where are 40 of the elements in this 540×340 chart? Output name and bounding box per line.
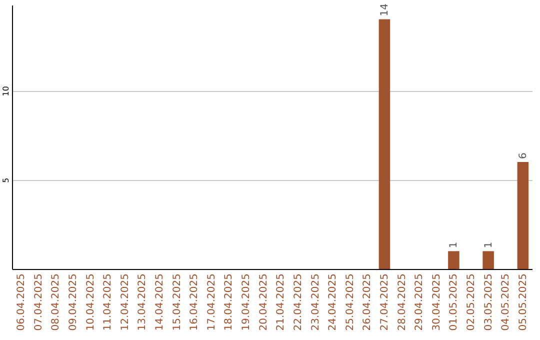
x-tick-label: 26.04.2025: [362, 274, 374, 331]
x-tick-label: 06.04.2025: [16, 274, 28, 331]
bar: [378, 19, 390, 269]
x-tick-label: 28.04.2025: [396, 274, 408, 331]
x-tick-label: 10.04.2025: [85, 274, 96, 331]
data-label: 1: [448, 242, 460, 248]
x-tick-label: 30.04.2025: [431, 274, 442, 331]
x-tick-label: 19.04.2025: [241, 274, 252, 331]
x-tick-label: 08.04.2025: [50, 274, 62, 331]
bar: [517, 162, 529, 269]
x-tick-label: 16.04.2025: [189, 274, 200, 331]
x-tick-label: 20.04.2025: [258, 274, 270, 331]
y-tick-label: 5: [2, 178, 10, 183]
x-tick-label: 13.04.2025: [137, 274, 148, 331]
x-tick-label: 05.05.2025: [518, 274, 529, 331]
x-tick-label: 22.04.2025: [292, 274, 304, 331]
x-tick-label: 12.04.2025: [120, 274, 131, 331]
x-tick-label: 14.04.2025: [154, 274, 166, 331]
x-tick-label: 21.04.2025: [276, 274, 287, 331]
x-tick-label: 15.04.2025: [172, 274, 183, 331]
x-tick-label: 23.04.2025: [310, 274, 322, 331]
bar: [482, 251, 494, 269]
x-tick-label: 04.05.2025: [500, 274, 512, 331]
bar: [448, 251, 460, 269]
x-tick-label: 09.04.2025: [68, 274, 79, 331]
x-tick-label: 25.04.2025: [344, 274, 356, 331]
x-tick-label: 01.05.2025: [448, 274, 460, 331]
x-tick-label: 17.04.2025: [206, 274, 218, 331]
data-label: 1: [483, 242, 494, 248]
x-tick-label: 07.04.2025: [33, 274, 44, 331]
x-tick-label: 02.05.2025: [466, 274, 477, 331]
x-tick-label: 03.05.2025: [483, 274, 494, 331]
x-tick-label: 27.04.2025: [379, 274, 390, 331]
x-tick-label: 29.04.2025: [414, 274, 426, 331]
data-label: 6: [518, 152, 529, 159]
y-tick-label: 10: [2, 86, 10, 96]
data-label: 14: [379, 4, 390, 16]
x-tick-label: 24.04.2025: [328, 274, 339, 331]
x-tick-label: 18.04.2025: [224, 274, 235, 331]
x-tick-label: 11.04.2025: [102, 274, 114, 331]
